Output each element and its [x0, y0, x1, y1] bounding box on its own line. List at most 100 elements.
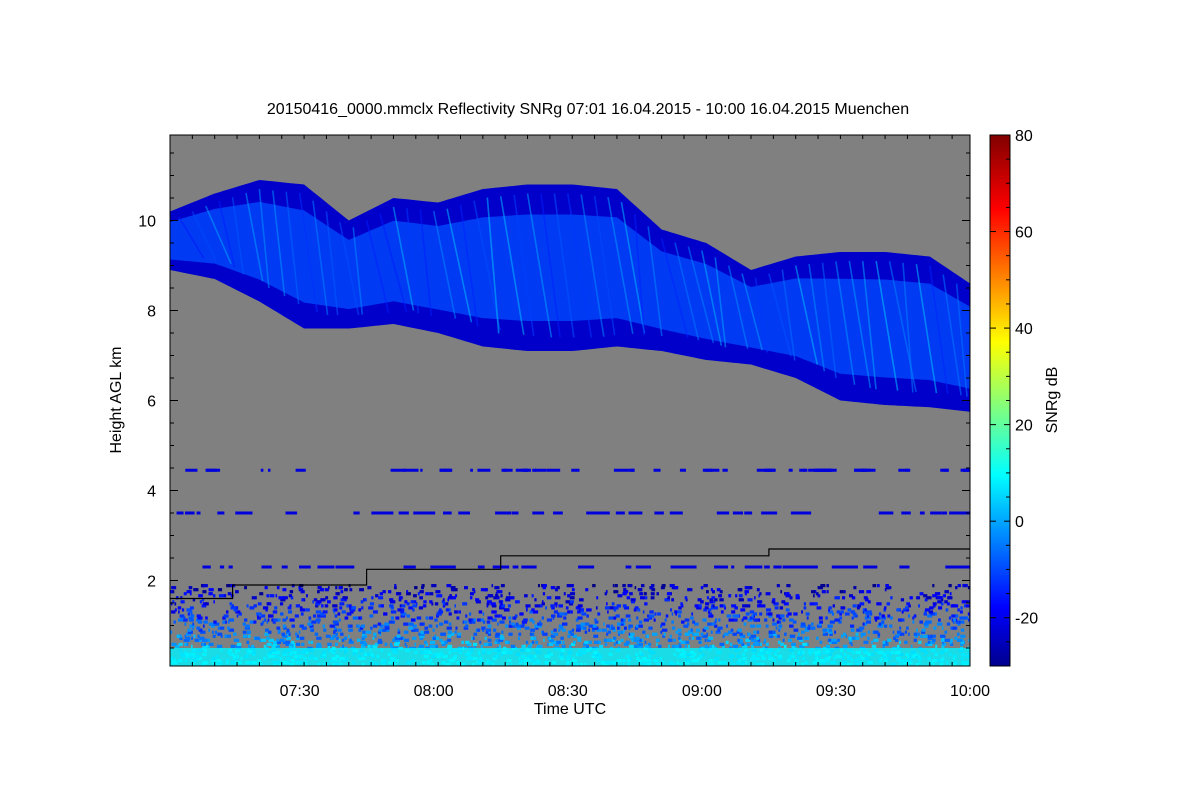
noise-cell — [935, 644, 938, 648]
noise-cell — [401, 612, 407, 616]
noise-cell — [787, 612, 792, 616]
noise-cell — [705, 590, 709, 594]
noise-cell — [505, 596, 512, 600]
noise-cell — [742, 644, 748, 648]
noise-cell — [775, 626, 778, 630]
noise-cell — [248, 644, 250, 648]
noise-cell — [592, 624, 597, 628]
noise-cell — [344, 588, 348, 592]
noise-cell — [236, 614, 239, 618]
noise-cell — [339, 606, 343, 610]
clutter-band-2 — [787, 565, 804, 569]
noise-cell — [828, 638, 832, 642]
noise-cell — [346, 612, 352, 616]
fall-streak — [835, 261, 856, 385]
noise-cell — [329, 624, 335, 628]
noise-cell — [247, 630, 252, 634]
noise-cell — [313, 598, 318, 602]
noise-cell — [651, 588, 656, 592]
noise-cell — [534, 598, 537, 602]
clutter-band-0 — [854, 468, 865, 472]
noise-cell — [941, 638, 945, 642]
noise-cell — [301, 598, 304, 602]
noise-cell — [299, 636, 305, 640]
noise-cell — [852, 604, 857, 608]
noise-cell — [361, 636, 366, 640]
noise-cell — [295, 636, 300, 640]
noise-cell — [929, 606, 934, 610]
noise-cell — [842, 596, 846, 600]
noise-cell — [466, 642, 470, 646]
noise-cell — [417, 592, 420, 596]
noise-cell — [374, 634, 377, 638]
noise-cell — [960, 620, 965, 624]
noise-cell — [382, 628, 387, 632]
noise-cell — [363, 634, 366, 638]
noise-cell — [314, 632, 319, 636]
noise-cell — [214, 630, 217, 634]
noise-cell — [886, 602, 891, 606]
noise-cell — [691, 612, 694, 616]
noise-cell — [855, 632, 859, 636]
noise-cell — [428, 624, 433, 628]
noise-cell — [887, 586, 892, 590]
noise-cell — [556, 586, 560, 590]
noise-cell — [559, 612, 564, 616]
noise-cell — [505, 624, 509, 628]
clutter-band-0 — [679, 468, 686, 472]
noise-cell — [724, 606, 726, 610]
noise-cell — [856, 606, 860, 610]
noise-cell — [871, 644, 877, 648]
noise-cell — [501, 630, 504, 634]
noise-cell — [379, 592, 383, 596]
noise-cell — [300, 590, 305, 594]
noise-cell — [450, 632, 455, 636]
noise-cell — [843, 632, 846, 636]
noise-cell — [495, 594, 499, 598]
noise-cell — [170, 590, 175, 594]
noise-cell — [826, 590, 829, 594]
noise-cell — [737, 628, 742, 632]
noise-cell — [772, 618, 775, 622]
noise-cell — [495, 592, 498, 596]
noise-cell — [695, 628, 700, 632]
noise-cell — [338, 638, 341, 642]
noise-cell — [196, 618, 202, 622]
noise-cell — [623, 618, 626, 622]
noise-cell — [333, 630, 336, 634]
noise-cell — [401, 596, 403, 600]
cloud-layer-core — [170, 201, 970, 389]
noise-cell — [399, 608, 405, 612]
noise-cell — [568, 602, 574, 606]
noise-cell — [950, 638, 953, 642]
noise-cell — [758, 594, 761, 598]
noise-cell — [765, 592, 771, 596]
noise-cell — [584, 640, 589, 644]
noise-cell — [744, 590, 747, 594]
noise-cell — [612, 628, 616, 632]
noise-cell — [952, 618, 957, 622]
fall-streak — [459, 204, 479, 327]
noise-cell — [919, 620, 924, 624]
noise-cell — [550, 604, 555, 608]
clutter-band-0 — [826, 468, 837, 472]
noise-cell — [657, 612, 661, 616]
noise-cell — [963, 616, 967, 620]
noise-cell — [439, 608, 442, 612]
noise-cell — [660, 586, 665, 590]
noise-cell — [687, 588, 693, 592]
noise-cell — [333, 626, 337, 630]
noise-cell — [474, 644, 477, 648]
noise-cell — [349, 608, 354, 612]
noise-cell — [723, 632, 729, 636]
noise-cell — [501, 604, 506, 608]
noise-cell — [856, 628, 861, 632]
noise-cell — [412, 628, 416, 632]
noise-cell — [839, 616, 843, 620]
noise-cell — [527, 644, 532, 648]
noise-cell — [780, 590, 783, 594]
noise-cell — [254, 636, 260, 640]
noise-cell — [740, 634, 746, 638]
noise-cell — [308, 616, 312, 620]
noise-cell — [799, 644, 805, 648]
